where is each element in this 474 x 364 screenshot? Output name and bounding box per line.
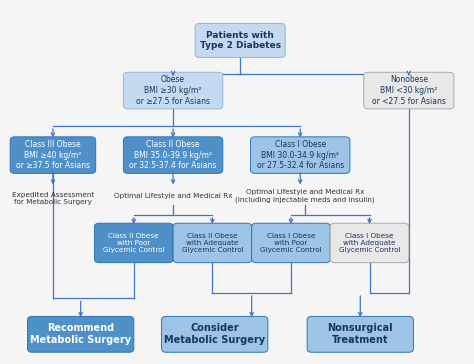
Text: Class III Obese
BMI ≥40 kg/m²
or ≥37.5 for Asians: Class III Obese BMI ≥40 kg/m² or ≥37.5 f… <box>16 140 90 170</box>
Text: Class II Obese
with Poor
Glycemic Control: Class II Obese with Poor Glycemic Contro… <box>103 233 164 253</box>
FancyBboxPatch shape <box>173 223 252 263</box>
Text: Optimal Lifestyle and Medical Rx
(including injectable meds and insulin): Optimal Lifestyle and Medical Rx (includ… <box>235 190 374 203</box>
Text: Class II Obese
BMI 35.0-39.9 kg/m²
or 32.5-37.4 for Asians: Class II Obese BMI 35.0-39.9 kg/m² or 32… <box>129 140 217 170</box>
Text: Recommend
Metabolic Surgery: Recommend Metabolic Surgery <box>30 323 131 345</box>
FancyBboxPatch shape <box>94 223 173 263</box>
Text: Consider
Metabolic Surgery: Consider Metabolic Surgery <box>164 323 265 345</box>
Text: Class I Obese
with Adequate
Glycemic Control: Class I Obese with Adequate Glycemic Con… <box>339 233 401 253</box>
FancyBboxPatch shape <box>123 137 223 173</box>
FancyBboxPatch shape <box>330 223 409 263</box>
Text: Expedited Assessment
for Metabolic Surgery: Expedited Assessment for Metabolic Surge… <box>12 191 94 205</box>
FancyBboxPatch shape <box>307 316 413 352</box>
Text: Optimal Lifestyle and Medical Rx: Optimal Lifestyle and Medical Rx <box>114 193 232 199</box>
FancyBboxPatch shape <box>123 72 223 109</box>
Text: Class I Obese
BMI 30.0-34.9 kg/m²
or 27.5-32.4 for Asians: Class I Obese BMI 30.0-34.9 kg/m² or 27.… <box>256 140 344 170</box>
Text: Class II Obese
with Adequate
Glycemic Control: Class II Obese with Adequate Glycemic Co… <box>182 233 243 253</box>
FancyBboxPatch shape <box>252 223 330 263</box>
FancyBboxPatch shape <box>195 23 285 58</box>
FancyBboxPatch shape <box>10 137 96 173</box>
Text: Patients with
Type 2 Diabetes: Patients with Type 2 Diabetes <box>200 31 281 50</box>
Text: Obese
BMI ≥30 kg/m²
or ≥27.5 for Asians: Obese BMI ≥30 kg/m² or ≥27.5 for Asians <box>136 75 210 106</box>
FancyBboxPatch shape <box>162 316 268 352</box>
Text: Nonobese
BMI <30 kg/m²
or <27.5 for Asians: Nonobese BMI <30 kg/m² or <27.5 for Asia… <box>372 75 446 106</box>
FancyBboxPatch shape <box>251 137 350 173</box>
FancyBboxPatch shape <box>364 72 454 109</box>
Text: Class I Obese
with Poor
Glycemic Control: Class I Obese with Poor Glycemic Control <box>260 233 322 253</box>
FancyBboxPatch shape <box>27 316 134 352</box>
Text: Nonsurgical
Treatment: Nonsurgical Treatment <box>328 323 393 345</box>
